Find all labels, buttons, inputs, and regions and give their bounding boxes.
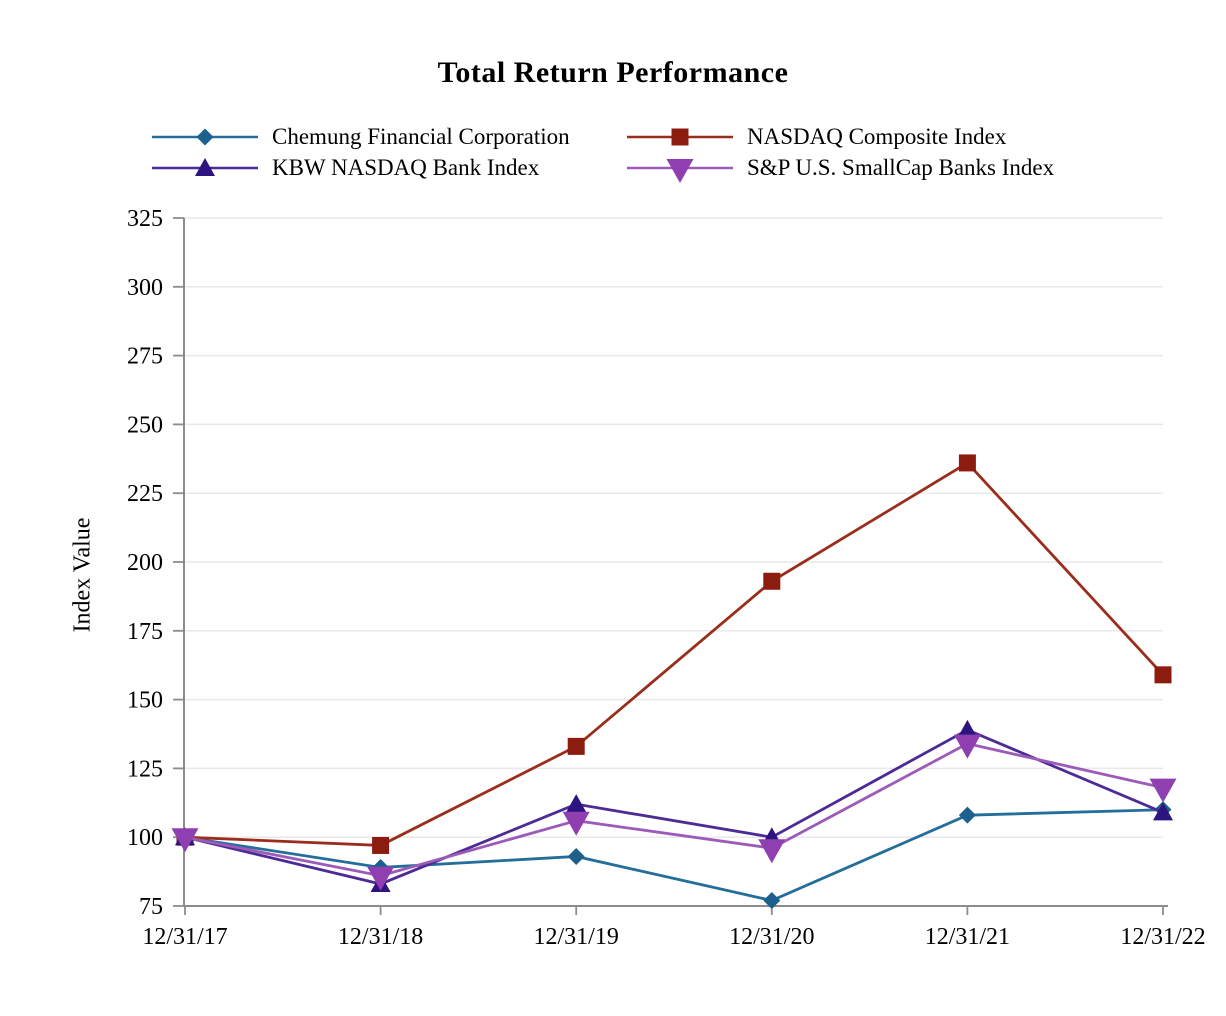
data-point-marker	[958, 454, 976, 472]
series-line	[184, 742, 1164, 878]
data-point-marker	[953, 734, 981, 759]
legend-label: Chemung Financial Corporation	[272, 124, 570, 149]
x-tick-label: 12/31/19	[534, 924, 619, 950]
series-kbw-nasdaq-bank-index	[175, 719, 1173, 892]
data-point-marker	[758, 839, 786, 864]
legend-item-chemung: Chemung Financial Corporation	[150, 122, 570, 152]
legend-marker-square-icon	[627, 128, 733, 146]
x-tick-label: 12/31/17	[142, 924, 227, 950]
legend-label: NASDAQ Composite Index	[747, 124, 1007, 149]
data-point-marker	[567, 847, 585, 865]
legend: Chemung Financial Corporation NASDAQ Com…	[0, 0, 1226, 200]
x-tick-label: 12/31/22	[1120, 924, 1205, 950]
data-point-marker	[566, 794, 587, 813]
legend-item-sp-smallcap-banks: S&P U.S. SmallCap Banks Index	[625, 153, 1054, 183]
series-chemung-financial-corporation	[176, 801, 1172, 909]
legend-marker-diamond-icon	[152, 128, 258, 146]
data-point-marker	[1153, 802, 1173, 821]
x-tick-label: 12/31/21	[925, 924, 1010, 950]
y-tick-label: 300	[127, 275, 163, 301]
data-point-marker	[1154, 666, 1172, 684]
y-tick-label: 275	[127, 344, 163, 370]
legend-item-kbw-bank: KBW NASDAQ Bank Index	[150, 153, 539, 183]
gridlines	[184, 217, 1163, 838]
data-point-marker	[671, 128, 689, 146]
x-tick-label: 12/31/18	[338, 924, 423, 950]
data-point-marker	[763, 572, 781, 590]
y-tick-label: 250	[127, 412, 163, 438]
y-tick-label: 100	[127, 825, 163, 851]
series-line	[184, 728, 1164, 886]
data-point-marker	[171, 828, 199, 853]
y-tick-label: 200	[127, 550, 163, 576]
legend-marker-triangle-up-icon	[152, 158, 258, 176]
series-s-p-u-s-smallcap-banks-index	[171, 734, 1177, 891]
y-tick-label: 150	[127, 688, 163, 714]
data-point-marker	[763, 891, 781, 909]
data-point-marker	[196, 128, 214, 146]
chart-title: Total Return Performance	[437, 56, 789, 89]
legend-label: S&P U.S. SmallCap Banks Index	[747, 155, 1055, 180]
data-point-marker	[372, 836, 390, 854]
data-point-marker	[1149, 778, 1177, 803]
data-point-marker	[195, 158, 215, 176]
y-tick-label: 125	[127, 756, 163, 782]
y-tick-label: 175	[127, 619, 163, 645]
data-point-marker	[367, 866, 395, 891]
series-line	[184, 461, 1165, 847]
legend-label: KBW NASDAQ Bank Index	[272, 155, 540, 180]
series-line	[184, 808, 1164, 902]
y-tick-label: 75	[139, 894, 163, 920]
data-point-marker	[666, 159, 694, 183]
legend-marker-triangle-down-icon	[627, 159, 733, 183]
x-tick-label: 12/31/20	[729, 924, 814, 950]
y-axis-tick-labels: 75 100 125 150 175 200 225 250 275 300 325	[127, 206, 184, 920]
data-point-marker	[958, 806, 976, 824]
series-nasdaq-composite-index	[176, 454, 1172, 854]
data-point-marker	[957, 719, 978, 738]
y-tick-label: 325	[127, 206, 163, 232]
data-point-marker	[567, 737, 585, 755]
y-tick-label: 225	[127, 481, 163, 507]
legend-item-nasdaq-composite: NASDAQ Composite Index	[625, 122, 1006, 152]
x-axis-tick-labels: 12/31/17 12/31/18 12/31/19 12/31/20 12/31/21…	[142, 906, 1206, 950]
data-point-marker	[562, 811, 590, 836]
